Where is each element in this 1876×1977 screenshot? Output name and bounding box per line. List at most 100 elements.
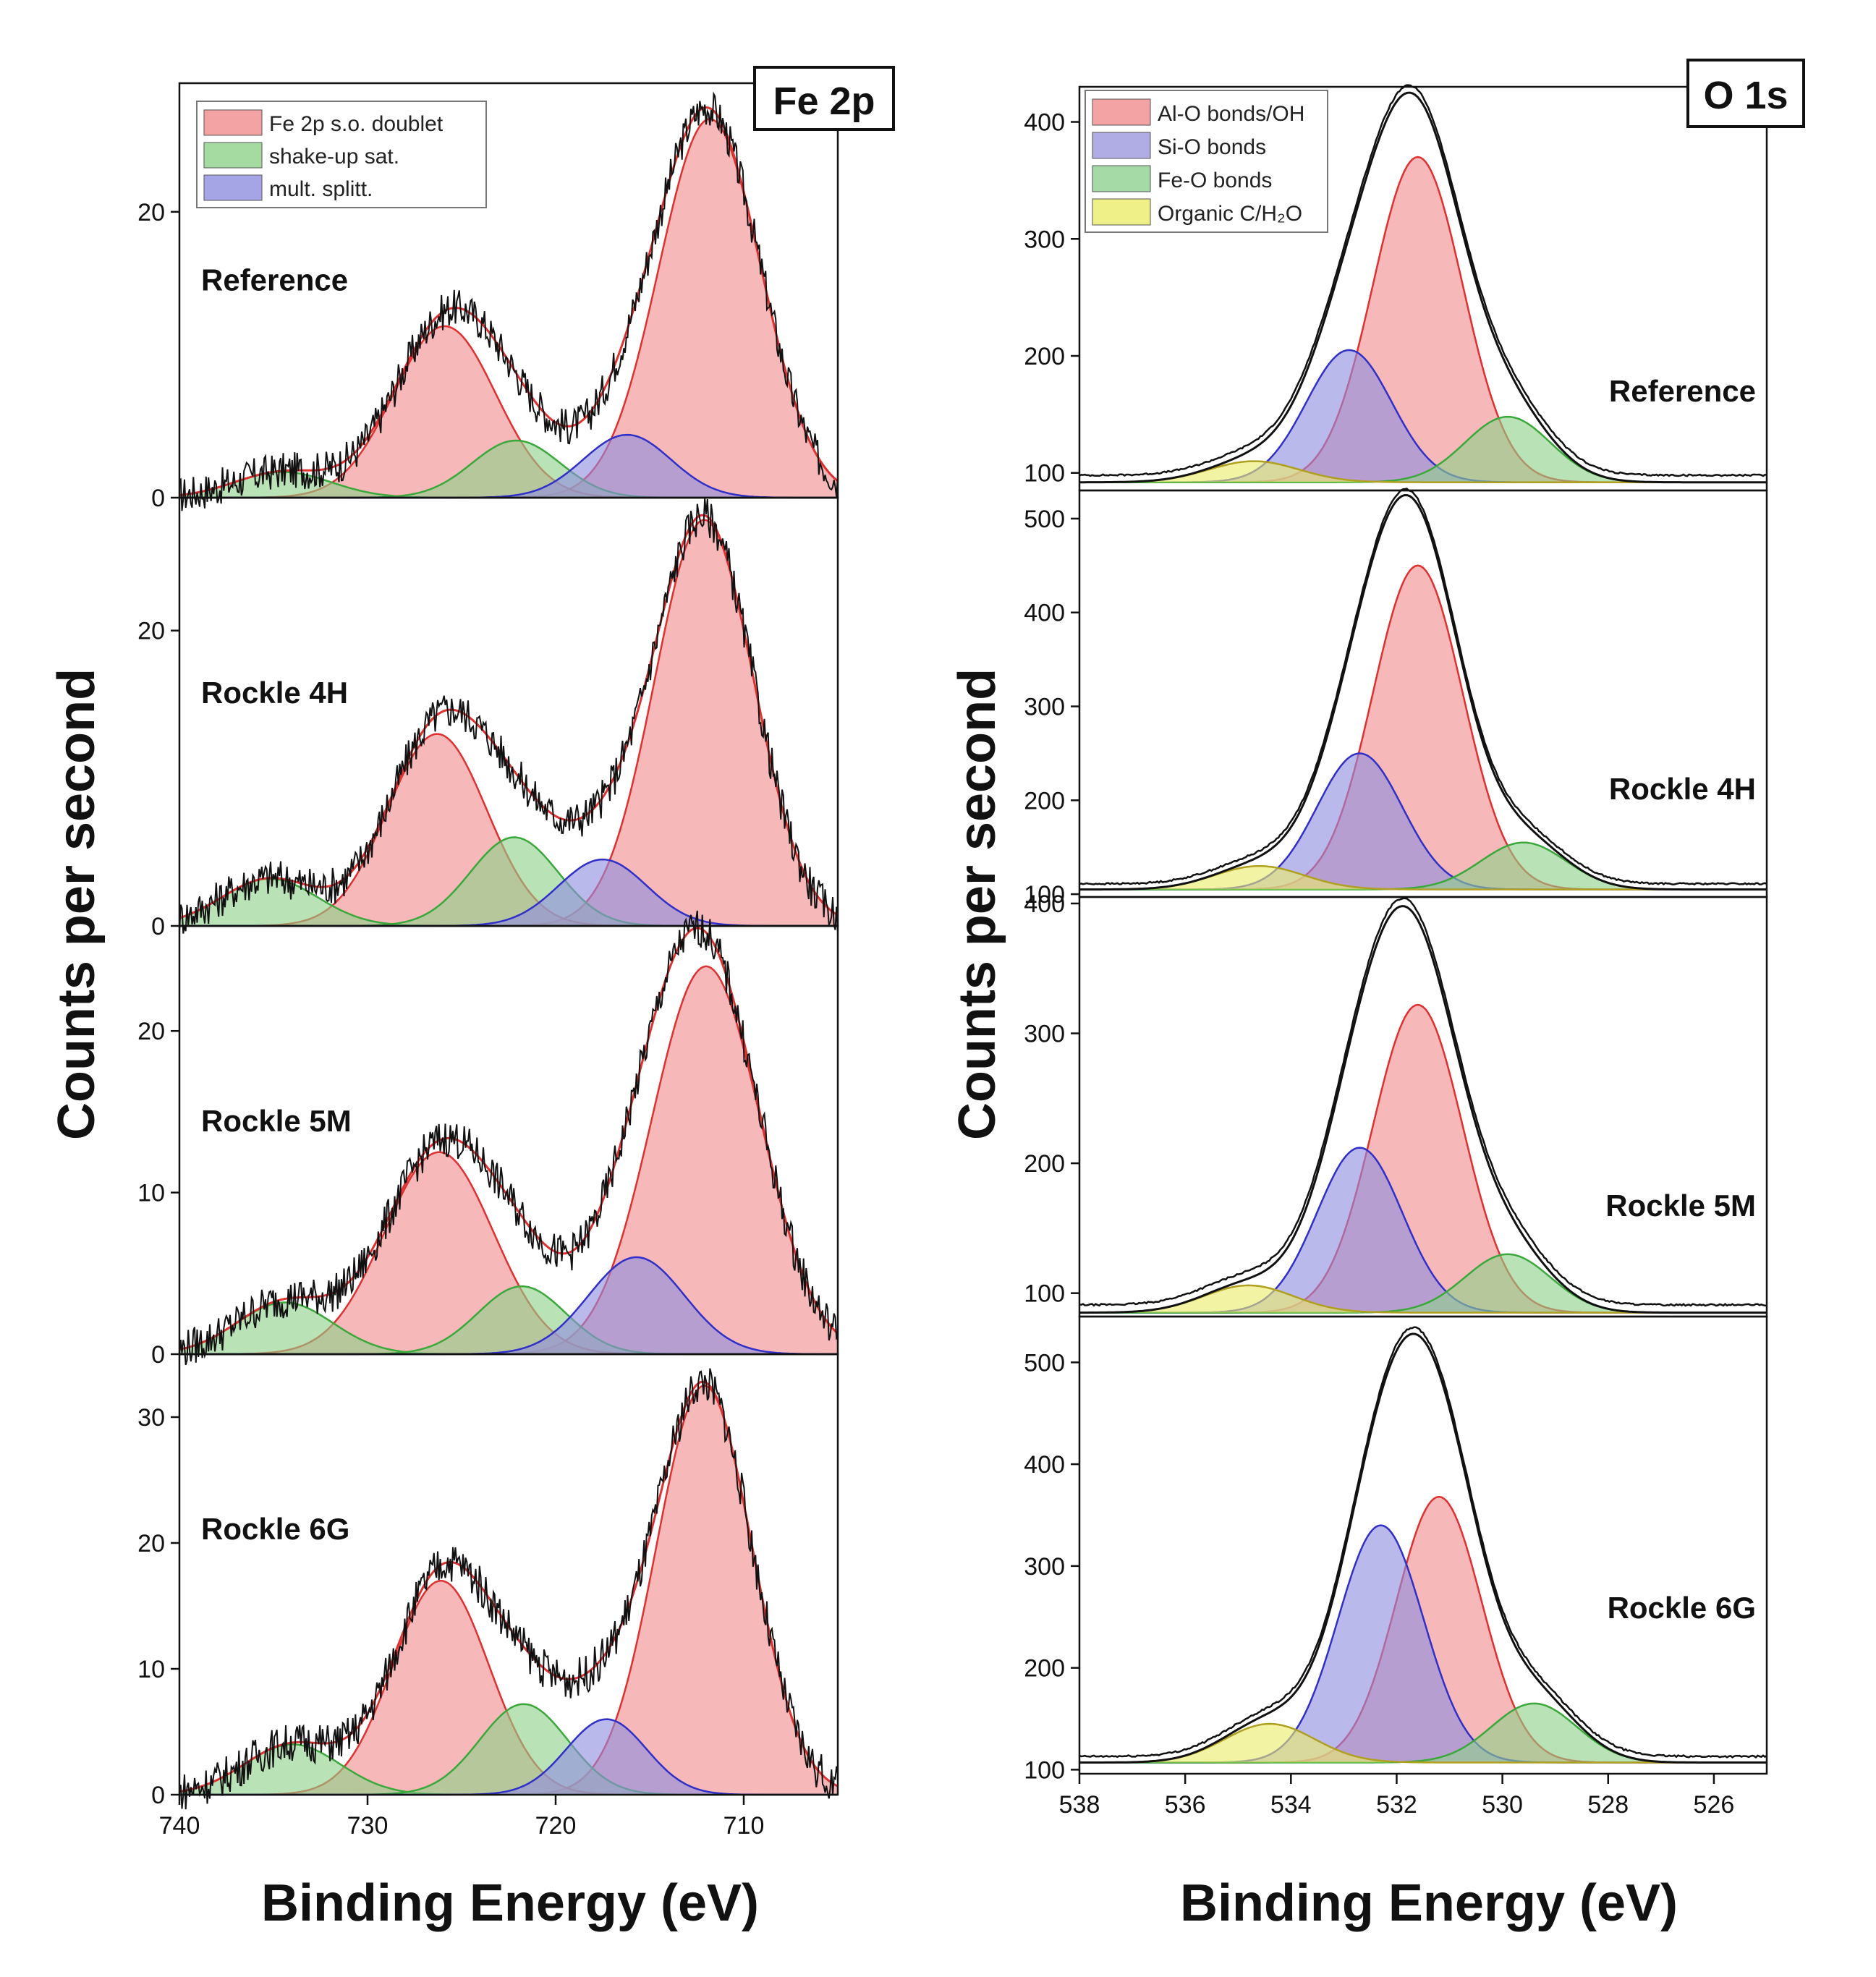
raw-data-line	[179, 1368, 839, 1810]
raw-data-line	[179, 910, 839, 1366]
panel-rockle-4h: 100 200 300 400 500 Rockle 4H	[1024, 488, 1768, 909]
fe2p-title: Fe 2p	[773, 80, 875, 123]
x-tick-label: 528	[1587, 1791, 1629, 1819]
y-tick-label: 200	[1024, 1150, 1065, 1178]
raw-data-line	[1079, 1326, 1767, 1759]
y-tick-label: 100	[1024, 1756, 1065, 1784]
legend-label: Si-O bonds	[1158, 135, 1266, 159]
peak-area-2-0	[179, 859, 838, 926]
sample-label: Rockle 6G	[1608, 1591, 1756, 1625]
sample-label: Rockle 5M	[201, 1104, 352, 1138]
panel-rockle-6g: 0 10 20 30 Rockle 6G	[137, 1353, 839, 1810]
y-tick-label: 400	[1024, 1451, 1065, 1479]
legend-label: Organic C/H₂O	[1158, 202, 1302, 226]
peak-area-2-0	[1079, 1703, 1767, 1763]
fit-envelope	[1079, 905, 1767, 1314]
peak-area-0-0	[179, 966, 838, 1354]
fit-envelope	[179, 106, 839, 496]
legend-swatch	[203, 142, 263, 169]
sample-label: Rockle 6G	[201, 1512, 349, 1546]
peak-area-1-0	[1079, 1147, 1767, 1313]
y-tick-label: 30	[137, 1404, 165, 1432]
raw-data-line	[1079, 897, 1767, 1307]
x-tick-label: 710	[723, 1812, 765, 1840]
peak-area-1-0	[179, 878, 838, 926]
legend: Al-O bonds/OH Si-O bonds Fe-O bonds Organic…	[1085, 90, 1328, 233]
peak-area-1-1	[179, 1704, 838, 1795]
y-tick-label: 10	[137, 1180, 165, 1207]
y-tick-label: 400	[1024, 600, 1065, 627]
o1s-xlabel: Binding Energy (eV)	[1180, 1874, 1678, 1932]
sample-label: Rockle 5M	[1605, 1189, 1756, 1223]
y-tick-label: 500	[1024, 1349, 1065, 1377]
x-tick-label: 526	[1694, 1791, 1735, 1819]
fe2p-title-box	[753, 66, 895, 131]
peak-area-0-0	[1079, 565, 1767, 890]
peak-area-1-0	[179, 1744, 838, 1795]
y-tick-label: 500	[1024, 506, 1065, 533]
fit-envelope	[1079, 91, 1767, 484]
sample-label: Reference	[201, 263, 348, 297]
legend-label: Fe-O bonds	[1158, 169, 1272, 192]
peak-area-3-0	[1079, 461, 1767, 482]
peak-area-1-0	[179, 1302, 838, 1354]
y-tick-label: 400	[1024, 109, 1065, 137]
y-tick-label: 400	[1024, 890, 1065, 918]
panel-frame	[178, 1353, 839, 1796]
x-tick-label: 534	[1270, 1791, 1312, 1819]
y-tick-label: 0	[151, 1782, 165, 1809]
raw-data-line	[179, 498, 839, 934]
legend-swatch	[203, 174, 263, 201]
peak-area-2-0	[179, 435, 838, 498]
peak-area-0-0	[179, 1385, 838, 1795]
panel-reference: 100 200 300 400 Reference	[1024, 84, 1768, 492]
y-tick-label: 200	[1024, 343, 1065, 370]
x-tick-label: 730	[347, 1812, 389, 1840]
legend: Fe 2p s.o. doublet shake-up sat. mult. spl…	[196, 101, 487, 208]
sample-label: Reference	[1609, 374, 1756, 408]
peak-area-0-0	[179, 519, 838, 926]
y-tick-label: 20	[137, 199, 165, 226]
x-tick-label: 740	[159, 1812, 200, 1840]
y-tick-label: 300	[1024, 1553, 1065, 1581]
peak-area-1-1	[179, 837, 838, 926]
peak-area-0-0	[1079, 157, 1767, 482]
panel-frame	[1078, 1315, 1768, 1775]
peak-area-2-0	[179, 1257, 838, 1354]
peak-area-1-0	[1079, 349, 1767, 482]
y-tick-label: 200	[1024, 787, 1065, 815]
peak-area-3-0	[1079, 1285, 1767, 1313]
sample-label: Rockle 4H	[1609, 772, 1756, 806]
panel-reference: 0 20 Reference	[137, 82, 839, 512]
y-tick-label: 100	[1024, 1280, 1065, 1308]
legend-label: shake-up sat.	[269, 145, 399, 169]
sample-label: Rockle 4H	[201, 676, 348, 710]
y-tick-label: 20	[137, 618, 165, 645]
x-tick-label: 532	[1376, 1791, 1417, 1819]
legend-swatch	[1092, 165, 1151, 192]
y-tick-label: 0	[151, 1341, 165, 1369]
legend-swatch	[203, 109, 263, 136]
y-tick-label: 20	[137, 1018, 165, 1045]
peak-area-1-0	[179, 472, 838, 498]
y-tick-label: 100	[1024, 881, 1065, 909]
legend-swatch	[1092, 132, 1151, 159]
panel-rockle-5m: 100 200 300 400 Rockle 5M	[1024, 890, 1768, 1318]
y-tick-label: 100	[1024, 460, 1065, 488]
peak-area-3-0	[1079, 1724, 1767, 1763]
legend-swatch	[1092, 198, 1151, 226]
legend-swatch	[1092, 98, 1151, 126]
legend-label: Fe 2p s.o. doublet	[269, 112, 443, 136]
y-tick-label: 0	[151, 913, 165, 940]
peak-area-0-0	[1079, 1005, 1767, 1313]
y-tick-label: 200	[1024, 1655, 1065, 1683]
peak-area-3-0	[1079, 866, 1767, 890]
peak-area-1-1	[179, 441, 838, 498]
fe2p-ylabel: Counts per second	[48, 668, 106, 1140]
o1s-title-box	[1686, 59, 1805, 128]
o1s-chart: 100 200 300 400 Reference 100 200 300 400 500 Rock…	[1024, 84, 1768, 1819]
y-tick-label: 300	[1024, 1021, 1065, 1048]
panel-rockle-4h: 0 20 Rockle 4H	[137, 496, 839, 940]
fe2p-chart: 0 20 Reference 0 20 Rockle 4H 0 10 20 Rockle 5M 0 1…	[137, 82, 839, 1840]
